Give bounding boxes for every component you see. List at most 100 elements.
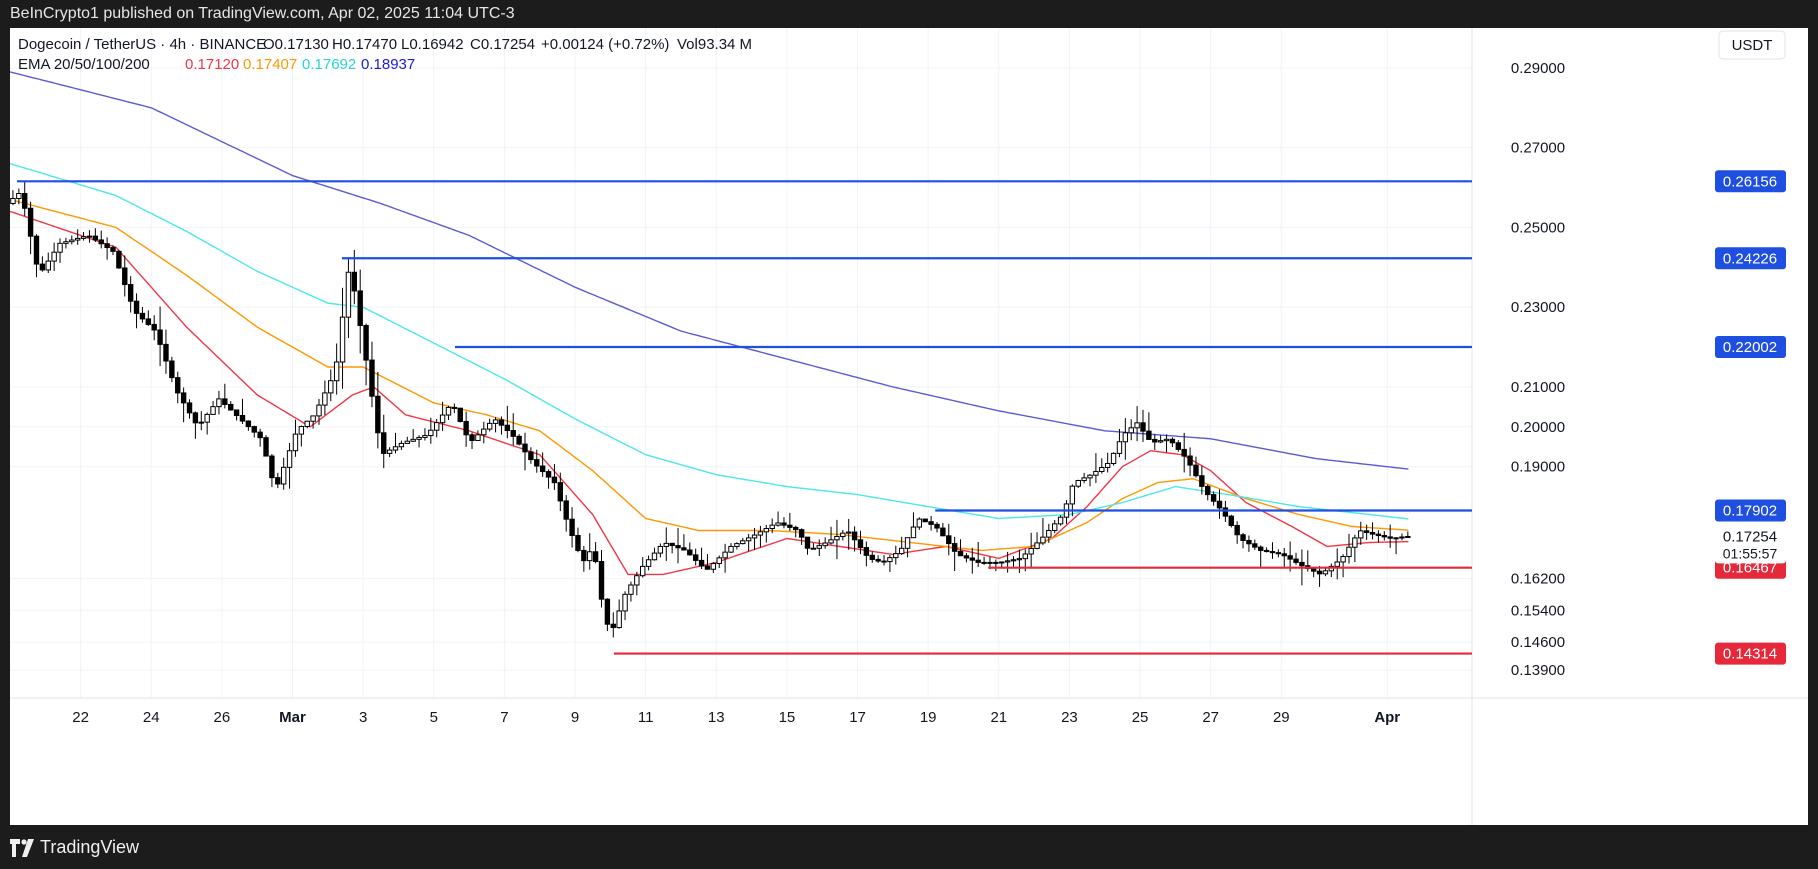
candle-body xyxy=(1169,438,1176,444)
candle-133 xyxy=(793,525,799,538)
legend-ema-label[interactable]: EMA 20/50/100/200 xyxy=(18,56,150,73)
candle-body xyxy=(1405,535,1411,538)
candle-body xyxy=(1352,537,1358,548)
candle-body xyxy=(392,446,399,451)
candle-body xyxy=(981,561,987,564)
candle-body xyxy=(910,526,917,539)
candle-217 xyxy=(1287,541,1293,572)
candle-body xyxy=(51,251,57,262)
currency-button[interactable]: USDT xyxy=(1718,30,1786,60)
candle-98 xyxy=(587,533,593,570)
candle-155 xyxy=(922,518,928,523)
candle-44 xyxy=(269,454,275,488)
ema-lines xyxy=(9,71,1409,576)
candle-177 xyxy=(1052,519,1058,534)
legend-open: O0.17130 xyxy=(263,36,329,53)
candle-body xyxy=(510,430,516,437)
candle-body xyxy=(328,380,334,394)
candle-135 xyxy=(804,536,811,555)
tradingview-logo[interactable]: TradingView xyxy=(10,837,139,858)
publisher-bar: BeInCrypto1 published on TradingView.com… xyxy=(0,0,1818,28)
candle-body xyxy=(893,553,899,559)
candle-143 xyxy=(851,526,858,552)
candle-92 xyxy=(551,463,558,490)
candle-128 xyxy=(763,525,770,543)
candle-body xyxy=(145,318,152,325)
y-tick-label: 0.13900 xyxy=(1511,662,1565,679)
candle-body xyxy=(622,593,628,612)
candle-129 xyxy=(769,518,775,534)
x-tick-label: 9 xyxy=(571,709,579,726)
candle-body xyxy=(1004,560,1011,563)
legend-high: H0.17470 xyxy=(332,36,397,53)
y-tick-label: 0.23000 xyxy=(1511,299,1565,316)
candle-body xyxy=(610,623,616,629)
candlestick-chart[interactable]: Dogecoin / TetherUS · 4h · BINANCE O0.17… xyxy=(9,28,1808,825)
candle-body xyxy=(1075,480,1081,487)
candle-body xyxy=(1152,438,1158,443)
candle-body xyxy=(1340,556,1346,563)
candle-201 xyxy=(1193,456,1199,478)
price-label-0.17902: 0.17902 xyxy=(1715,499,1786,522)
candle-body xyxy=(1375,533,1382,537)
candle-151 xyxy=(898,536,905,555)
candle-1 xyxy=(16,188,22,205)
candle-186 xyxy=(1104,452,1111,473)
price-label-text: 0.16467 xyxy=(1723,560,1777,577)
candle-70 xyxy=(422,428,428,441)
candle-body xyxy=(498,419,505,426)
candle-17 xyxy=(110,245,116,256)
candle-18 xyxy=(116,249,122,269)
candle-228 xyxy=(1352,534,1358,563)
candle-20 xyxy=(127,276,134,313)
candle-231 xyxy=(1369,522,1376,540)
candle-body xyxy=(1087,474,1093,479)
candle-body xyxy=(969,557,976,561)
candle-224 xyxy=(1328,563,1335,578)
candle-body xyxy=(592,551,599,563)
price-label-text: 0.17902 xyxy=(1723,502,1777,519)
candle-189 xyxy=(1122,418,1129,460)
chart-area[interactable]: Dogecoin / TetherUS · 4h · BINANCE O0.17… xyxy=(9,28,1808,825)
candle-146 xyxy=(869,551,875,563)
candle-63 xyxy=(381,414,387,469)
legend-symbol[interactable]: Dogecoin / TetherUS · 4h · BINANCE xyxy=(18,36,266,53)
candle-226 xyxy=(1340,554,1346,578)
candle-232 xyxy=(1375,530,1382,543)
candle-46 xyxy=(280,457,287,490)
candle-5 xyxy=(39,256,46,272)
candle-body xyxy=(851,531,858,541)
candle-body xyxy=(434,422,440,431)
price-label-0.26156: 0.26156 xyxy=(1715,170,1786,193)
candle-74 xyxy=(445,405,452,420)
candle-body xyxy=(692,554,699,561)
x-tick-label: Apr xyxy=(1374,709,1400,726)
candle-body xyxy=(133,300,140,314)
candle-body xyxy=(1122,432,1129,443)
candle-138 xyxy=(822,537,828,549)
candle-body xyxy=(645,559,652,567)
candle-13 xyxy=(86,230,93,243)
candle-body xyxy=(1334,561,1340,567)
candle-108 xyxy=(645,555,652,571)
candle-104 xyxy=(622,591,628,621)
price-label-bg xyxy=(1715,170,1786,193)
legend-ema200-value: 0.18937 xyxy=(361,56,415,73)
price-label-0.24226: 0.24226 xyxy=(1715,247,1786,270)
legend: Dogecoin / TetherUS · 4h · BINANCE O0.17… xyxy=(18,36,752,73)
candle-body xyxy=(257,431,263,439)
candle-111 xyxy=(663,527,669,561)
candle-79 xyxy=(475,430,481,441)
candle-57 xyxy=(345,257,352,339)
candle-body xyxy=(1040,536,1046,544)
time-axis: 22 24 26 Mar 3 5 7 9 11 13 15 17 19 21 23 25 27 29 Apr xyxy=(72,709,1400,726)
candle-47 xyxy=(286,442,293,489)
x-tick-label: 22 xyxy=(72,709,89,726)
price-label-0.22002: 0.22002 xyxy=(1715,335,1786,358)
candle-237 xyxy=(1405,531,1411,538)
currency-label[interactable]: USDT xyxy=(1732,37,1773,54)
price-axis: 0.29000 0.27000 0.25000 0.23000 0.21000 0.200… xyxy=(1511,60,1565,679)
x-tick-label: 3 xyxy=(359,709,367,726)
candle-body xyxy=(993,561,999,564)
